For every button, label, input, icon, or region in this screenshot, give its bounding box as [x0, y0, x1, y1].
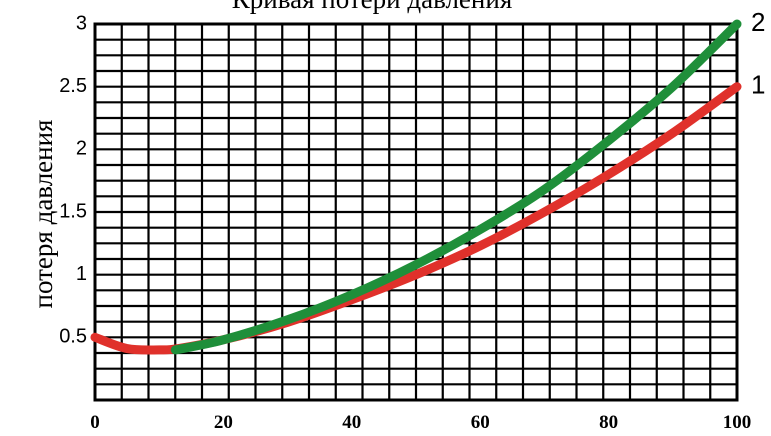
y-tick-label: 1.5	[59, 200, 87, 222]
y-tick-label: 2.5	[59, 75, 87, 97]
chart-grid	[93, 22, 739, 402]
x-tick-label: 0	[90, 412, 100, 433]
chart-title: Кривая потери давления	[232, 0, 512, 14]
series-line-1	[90, 82, 742, 355]
series-label-2: 2	[751, 7, 765, 37]
y-tick-label: 2	[76, 138, 87, 160]
series-label-1: 1	[751, 70, 765, 100]
x-tick-label: 20	[214, 412, 233, 433]
x-tick-label: 60	[471, 412, 490, 433]
y-tick-labels: 0.5 1 1.5 2 2.5 3	[59, 12, 87, 347]
y-tick-label: 0.5	[59, 326, 87, 348]
series-line-2	[170, 19, 742, 355]
chart-curves	[90, 19, 742, 355]
y-axis-label: потеря давления	[28, 120, 58, 309]
x-tick-label: 100	[723, 412, 752, 433]
series-labels: 12	[751, 7, 765, 100]
y-tick-label: 1	[76, 263, 87, 285]
x-tick-labels: 0 20 40 60 80 100	[90, 412, 751, 433]
y-tick-label: 3	[76, 12, 87, 34]
x-tick-label: 40	[342, 412, 361, 433]
x-tick-label: 80	[599, 412, 618, 433]
